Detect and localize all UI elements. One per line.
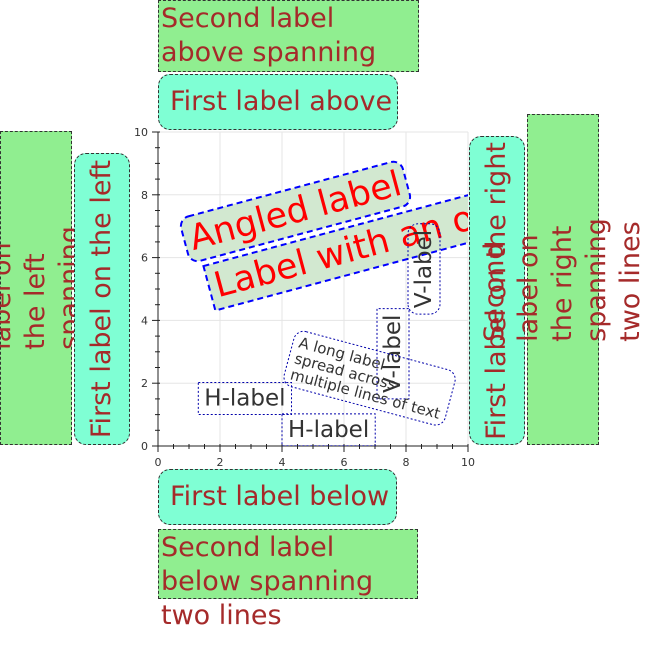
x-tick-label: 10	[461, 456, 475, 469]
y-tick-label: 6	[141, 252, 148, 265]
annotation-box	[197, 381, 293, 415]
annotation-box	[376, 308, 410, 400]
annotation-box	[202, 172, 468, 312]
y-tick-label: 4	[141, 314, 148, 327]
first-label-below: First label below	[158, 469, 397, 525]
x-tick-label: 0	[155, 456, 162, 469]
annotation-label: H-label	[197, 381, 293, 415]
annotation-text: V-label	[411, 230, 437, 308]
annotation-box	[281, 413, 376, 446]
annotation-text: A long labelspread acrossmultiple lines …	[288, 334, 451, 423]
first-label-above: First label above	[158, 74, 398, 130]
annotation-label: V-label	[407, 223, 441, 315]
second-label-left: Second label on the left spanning two li…	[0, 131, 119, 445]
axes: 0 2 4 6 8 10 0 2 4 6 8 10	[134, 126, 475, 469]
x-tick-label: 6	[341, 456, 348, 469]
y-tick-label: 0	[141, 440, 148, 453]
annotation-box	[283, 330, 456, 426]
annotation-line: H-label	[288, 417, 369, 443]
first-label-left: First label on the left	[74, 153, 130, 445]
y-tick-label: 10	[134, 126, 148, 139]
annotation-box	[179, 160, 412, 263]
annotation-text: V-label	[380, 315, 406, 393]
annotation-text: H-label	[288, 417, 369, 443]
annotation-label: A long labelspread acrossmultiple lines …	[283, 330, 456, 426]
annotation-line: V-label	[380, 315, 406, 393]
x-tick-label: 2	[217, 456, 224, 469]
second-label-right: Second label on the right spanning two l…	[479, 114, 646, 445]
first-label-right: First label on the right	[469, 136, 525, 445]
y-tick-label: 2	[141, 377, 148, 390]
y-tick-label: 8	[141, 189, 148, 202]
annotation-label: H-label	[281, 413, 376, 446]
annotation-box	[407, 223, 441, 315]
annotation-line: V-label	[411, 230, 437, 308]
annotation-line: H-label	[204, 385, 285, 411]
annotation-text: H-label	[204, 385, 285, 411]
second-label-below: Second label below spanning two lines	[158, 529, 418, 631]
x-tick-label: 4	[279, 456, 286, 469]
x-tick-label: 8	[403, 456, 410, 469]
annotation-label: V-label	[376, 308, 410, 400]
